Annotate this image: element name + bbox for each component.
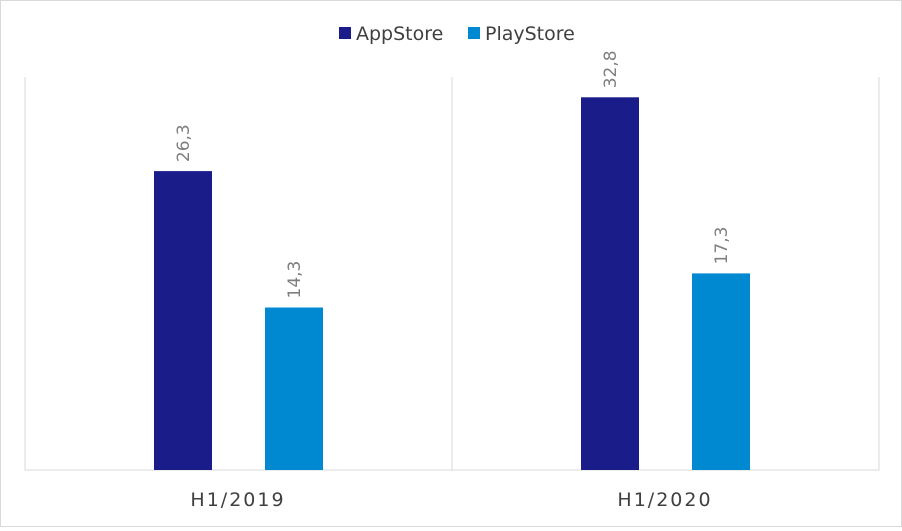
data-label-playstore-h1-2020: 17,3	[712, 227, 732, 265]
legend-label-playstore: PlayStore	[485, 23, 575, 45]
legend-swatch-playstore	[468, 27, 480, 39]
legend-label-appstore: AppStore	[356, 23, 443, 45]
x-axis-tick-labels: H1/2019 H1/2020	[190, 489, 712, 511]
data-label-playstore-h1-2019: 14,3	[285, 261, 305, 299]
bars	[154, 97, 750, 471]
bar-appstore-h1-2019	[154, 171, 212, 470]
axes	[24, 77, 880, 471]
bar-appstore-h1-2020	[581, 97, 639, 471]
data-labels: 26,3 14,3 32,8 17,3	[174, 50, 732, 298]
data-label-appstore-h1-2020: 32,8	[601, 50, 621, 88]
data-label-appstore-h1-2019: 26,3	[174, 124, 194, 162]
x-tick-label-h1-2019: H1/2019	[190, 489, 285, 511]
bar-playstore-h1-2020	[692, 273, 750, 470]
x-tick-label-h1-2020: H1/2020	[617, 489, 712, 511]
legend: AppStore PlayStore	[339, 23, 575, 45]
bar-playstore-h1-2019	[265, 307, 323, 470]
legend-swatch-appstore	[339, 27, 351, 39]
